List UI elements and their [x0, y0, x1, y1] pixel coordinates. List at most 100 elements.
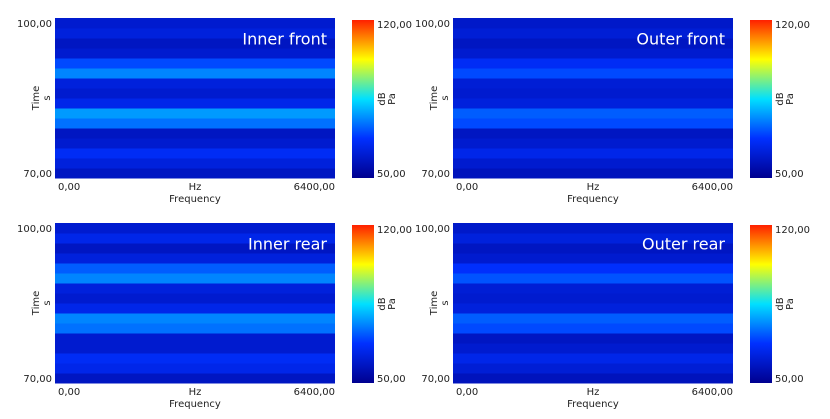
- heat-row: [55, 273, 335, 284]
- x-axis-label: Frequency: [169, 399, 221, 410]
- y-tick-label: 100,00: [17, 224, 52, 235]
- heat-row: [453, 303, 733, 314]
- colorbar-tick-label: 120,00: [775, 225, 810, 236]
- heat-row: [453, 18, 733, 29]
- heat-row: [453, 353, 733, 364]
- x-tick-label: 6400,00: [692, 182, 733, 193]
- heat-row: [453, 98, 733, 109]
- heat-row: [453, 343, 733, 354]
- heat-row: [453, 138, 733, 149]
- x-unit: Hz: [189, 182, 202, 193]
- heat-row: [453, 263, 733, 274]
- colorbar-label: dB: [775, 297, 786, 310]
- heat-row: [453, 273, 733, 284]
- heat-row: [453, 118, 733, 129]
- heat-row: [453, 283, 733, 294]
- heat-row: [453, 148, 733, 159]
- heat-row: [55, 98, 335, 109]
- heat-row: [55, 283, 335, 294]
- y-tick-label: 100,00: [415, 19, 450, 30]
- heat-row: [55, 363, 335, 374]
- y-axis-label: Time: [429, 86, 440, 111]
- heat-row: [453, 233, 733, 244]
- heat-row: [55, 68, 335, 79]
- heat-row: [453, 223, 733, 234]
- y-unit: s: [42, 95, 53, 100]
- colorbar: [352, 225, 374, 383]
- colorbar-tick-label: 50,00: [377, 169, 406, 180]
- heat-row: [453, 128, 733, 139]
- heat-row: [453, 48, 733, 59]
- x-tick-label: 0,00: [456, 387, 478, 398]
- heat-row: [453, 28, 733, 39]
- heat-row: [453, 313, 733, 324]
- x-unit: Hz: [587, 387, 600, 398]
- x-tick-label: 0,00: [58, 182, 80, 193]
- heat-row: [55, 223, 335, 234]
- heat-row: [55, 148, 335, 159]
- heat-row: [55, 138, 335, 149]
- colorbar-tick-label: 50,00: [775, 374, 804, 385]
- heat-row: [55, 323, 335, 334]
- y-tick-label: 70,00: [421, 169, 450, 180]
- panel: Inner rear 70,00 100,00 0,00 6400,00 HzFreque…: [17, 223, 412, 410]
- colorbar: [352, 20, 374, 178]
- heat-row: [453, 168, 733, 179]
- x-axis-label: Frequency: [567, 399, 619, 410]
- heat-row: [55, 108, 335, 119]
- y-unit: s: [440, 95, 451, 100]
- colorbar: [750, 20, 772, 178]
- heat-row: [453, 78, 733, 89]
- x-unit: Hz: [587, 182, 600, 193]
- heat-row: [55, 128, 335, 139]
- panel-title: Outer front: [636, 30, 725, 49]
- heat-row: [55, 253, 335, 264]
- heat-row: [453, 68, 733, 79]
- colorbar-unit: Pa: [387, 93, 398, 105]
- colorbar-label: dB: [377, 297, 388, 310]
- x-tick-label: 6400,00: [692, 387, 733, 398]
- heat-row: [55, 293, 335, 304]
- panel-title: Outer rear: [642, 235, 725, 254]
- x-tick-label: 0,00: [456, 182, 478, 193]
- heat-row: [55, 28, 335, 39]
- colorbar-unit: Pa: [387, 298, 398, 310]
- heat-row: [55, 353, 335, 364]
- y-axis-label: Time: [31, 86, 42, 111]
- heat-row: [453, 323, 733, 334]
- heat-row: [55, 333, 335, 344]
- heat-row: [55, 373, 335, 384]
- heat-row: [55, 158, 335, 169]
- x-unit: Hz: [189, 387, 202, 398]
- x-tick-label: 6400,00: [294, 182, 335, 193]
- panel-title: Inner rear: [248, 235, 327, 254]
- x-tick-label: 0,00: [58, 387, 80, 398]
- heat-row: [453, 293, 733, 304]
- heat-row: [453, 58, 733, 69]
- heat-row: [55, 233, 335, 244]
- heat-row: [453, 243, 733, 254]
- x-tick-label: 6400,00: [294, 387, 335, 398]
- y-unit: s: [440, 300, 451, 305]
- panel: Inner front 70,00 100,00 0,00 6400,00 HzFrequ…: [17, 18, 412, 205]
- heat-row: [55, 48, 335, 59]
- heat-row: [55, 243, 335, 254]
- colorbar-tick-label: 50,00: [775, 169, 804, 180]
- heat-row: [453, 88, 733, 99]
- colorbar-tick-label: 120,00: [377, 225, 412, 236]
- colorbar-label: dB: [775, 92, 786, 105]
- heat-row: [55, 78, 335, 89]
- y-axis-label: Time: [31, 291, 42, 316]
- panel-title: Inner front: [242, 30, 327, 49]
- heat-row: [453, 38, 733, 49]
- colorbar: [750, 225, 772, 383]
- y-tick-label: 70,00: [421, 374, 450, 385]
- heat-row: [453, 333, 733, 344]
- y-tick-label: 100,00: [17, 19, 52, 30]
- colorbar-tick-label: 50,00: [377, 374, 406, 385]
- heat-row: [55, 58, 335, 69]
- y-tick-label: 100,00: [415, 224, 450, 235]
- heat-row: [55, 18, 335, 29]
- heat-row: [453, 373, 733, 384]
